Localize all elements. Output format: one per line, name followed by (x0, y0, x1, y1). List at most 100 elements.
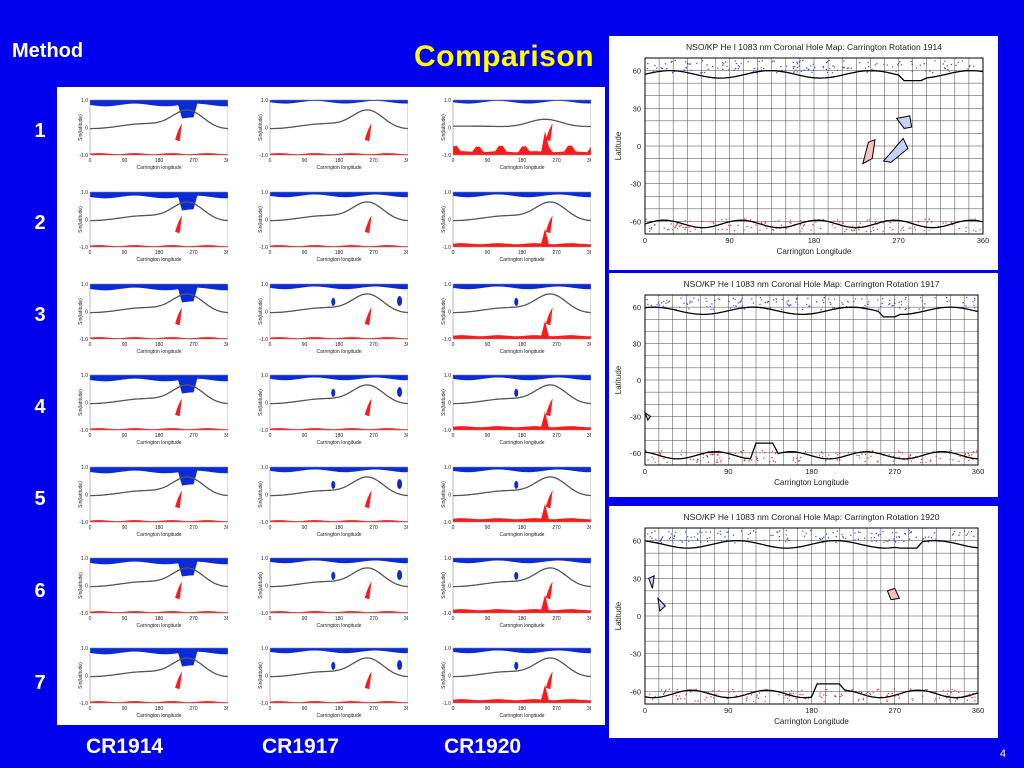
negative-obs-point (786, 227, 788, 230)
x-tick-label: 360 (404, 342, 408, 348)
y-tick-label: 1.0 (81, 646, 88, 652)
x-tick-label: 90 (485, 342, 491, 348)
positive-obs-point (887, 540, 889, 543)
y-tick-label: 1.0 (444, 373, 451, 379)
positive-obs-point (659, 304, 661, 306)
positive-obs-point (728, 69, 730, 71)
negative-obs-point (742, 449, 745, 452)
x-tick-label: 360 (224, 250, 228, 256)
positive-obs-point (969, 64, 971, 67)
y-tick-label: -30 (630, 650, 641, 659)
x-tick-label: 180 (335, 250, 344, 256)
negative-hole (175, 307, 182, 326)
positive-obs-point (825, 61, 828, 64)
negative-obs-point (654, 461, 656, 464)
y-tick-label: 1.0 (444, 465, 451, 471)
negative-open-field (270, 428, 408, 430)
negative-obs-point (954, 700, 957, 702)
positive-obs-point (781, 308, 783, 311)
negative-obs-point (729, 224, 732, 227)
negative-obs-point (898, 450, 900, 452)
negative-obs-point (778, 219, 780, 222)
negative-obs-point (664, 691, 666, 693)
negative-obs-point (696, 460, 698, 462)
negative-obs-point (926, 688, 928, 691)
negative-obs-point (651, 456, 653, 458)
negative-hole (364, 581, 372, 600)
negative-obs-point (659, 452, 661, 454)
positive-obs-point (652, 70, 654, 72)
x-tick-label: 270 (369, 525, 378, 531)
positive-obs-point (819, 537, 821, 540)
negative-obs-point (819, 695, 821, 697)
positive-obs-point (879, 533, 882, 536)
negative-obs-point (694, 228, 696, 231)
negative-obs-point (792, 692, 795, 695)
negative-obs-point (939, 457, 942, 460)
y-tick-label: 0 (265, 674, 268, 680)
positive-obs-point (719, 298, 721, 301)
y-axis-label: Sin(latitude) (441, 572, 447, 599)
row-number-4: 4 (34, 396, 46, 418)
row-number-3: 3 (34, 304, 46, 326)
negative-hole (175, 215, 182, 234)
positive-obs-point (796, 63, 799, 65)
positive-obs-point (899, 60, 901, 63)
negative-obs-point (958, 227, 961, 230)
positive-obs-point (828, 59, 830, 62)
positive-obs-point (944, 68, 946, 70)
positive-obs-point (910, 60, 912, 63)
x-tick-label: 180 (155, 616, 164, 622)
positive-obs-point (752, 70, 755, 72)
positive-obs-point (919, 64, 921, 67)
negative-obs-point (764, 451, 766, 454)
positive-hole (331, 661, 336, 670)
negative-hole (175, 123, 182, 142)
negative-obs-point (788, 699, 791, 702)
negative-obs-point (876, 461, 879, 463)
plot-frame (269, 99, 408, 156)
negative-obs-point (650, 228, 652, 230)
negative-obs-point (719, 457, 721, 459)
neutral-line (270, 201, 408, 222)
positive-open-field (270, 100, 408, 104)
positive-obs-point (923, 63, 925, 65)
positive-open-field (453, 467, 591, 473)
x-tick-label: 270 (369, 342, 378, 348)
x-tick-label: 360 (404, 250, 408, 256)
positive-obs-point (973, 535, 975, 538)
positive-obs-point (853, 300, 855, 303)
negative-obs-point (684, 228, 686, 230)
positive-obs-point (706, 300, 708, 302)
positive-obs-point (669, 536, 672, 539)
plot-frame (452, 557, 591, 614)
negative-obs-point (802, 693, 804, 696)
positive-obs-point (803, 69, 805, 71)
map-title: NSO/KP He I 1083 nm Coronal Hole Map: Ca… (686, 42, 942, 52)
negative-hole (545, 123, 553, 142)
negative-obs-point (966, 699, 968, 701)
negative-obs-point (663, 457, 665, 460)
map-frame (644, 527, 979, 705)
positive-obs-point (822, 65, 824, 68)
positive-obs-point (747, 60, 749, 63)
negative-obs-point (660, 450, 663, 452)
positive-open-field (90, 648, 228, 667)
positive-obs-point (786, 65, 788, 67)
positive-obs-point (662, 536, 664, 538)
y-axis-label: Sin(latitude) (78, 572, 84, 599)
positive-obs-point (843, 60, 845, 62)
negative-obs-point (867, 691, 869, 694)
positive-obs-point (814, 66, 816, 69)
neutral-line (453, 201, 591, 222)
positive-hole (514, 480, 519, 489)
negative-obs-point (898, 456, 901, 458)
positive-obs-point (711, 303, 713, 305)
x-tick-label: 0 (452, 433, 455, 439)
positive-obs-point (674, 531, 677, 533)
negative-obs-point (726, 228, 728, 231)
y-tick-label: -1.0 (259, 337, 268, 343)
negative-obs-point (755, 696, 758, 698)
positive-open-field (90, 100, 228, 119)
